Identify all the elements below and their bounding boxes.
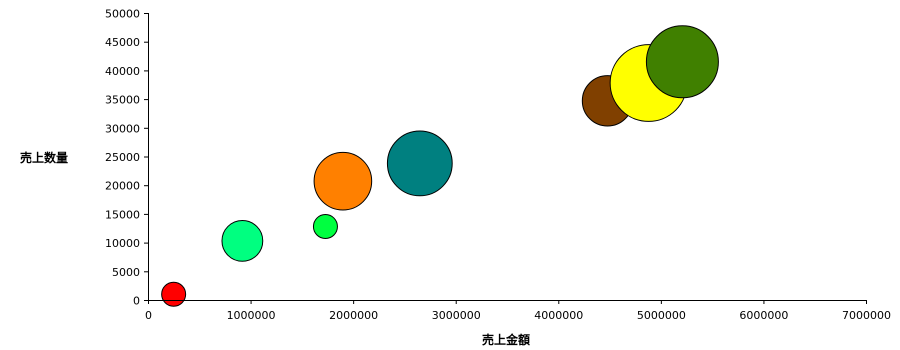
y-tick-label: 15000 xyxy=(105,208,140,221)
y-tick-label: 45000 xyxy=(105,36,140,49)
y-ticks: 0 5000 10000 15000 20000 25000 30000 35000 40000… xyxy=(105,8,148,308)
bubble-point xyxy=(386,130,453,197)
x-tick-label: 0 xyxy=(145,309,152,322)
y-tick-label: 30000 xyxy=(105,122,140,135)
y-tick-label: 50000 xyxy=(105,8,140,21)
x-tick-label: 2000000 xyxy=(329,309,378,322)
y-tick-label: 5000 xyxy=(112,266,140,279)
bubble-point xyxy=(161,281,187,307)
y-axis-title: 売上数量 xyxy=(20,150,68,165)
x-tick-label: 5000000 xyxy=(637,309,686,322)
x-ticks: 0 1000000 2000000 3000000 4000000 5000000 6000… xyxy=(145,300,891,322)
bubble-layer xyxy=(161,25,719,307)
y-tick-label: 20000 xyxy=(105,180,140,193)
x-tick-label: 7000000 xyxy=(842,309,891,322)
x-tick-label: 4000000 xyxy=(534,309,583,322)
y-tick-label: 25000 xyxy=(105,151,140,164)
bubble-point xyxy=(645,25,719,99)
y-tick-label: 10000 xyxy=(105,237,140,250)
axes-layer xyxy=(148,13,866,301)
y-tick-label: 0 xyxy=(133,295,140,308)
x-tick-label: 3000000 xyxy=(432,309,481,322)
x-tick-label: 1000000 xyxy=(227,309,276,322)
x-axis-title: 売上金額 xyxy=(482,332,530,347)
bubble-point xyxy=(313,151,373,211)
bubble-point xyxy=(221,219,264,262)
bubble-point xyxy=(312,214,338,240)
x-tick-label: 6000000 xyxy=(739,309,788,322)
y-tick-label: 40000 xyxy=(105,65,140,78)
y-tick-label: 35000 xyxy=(105,94,140,107)
